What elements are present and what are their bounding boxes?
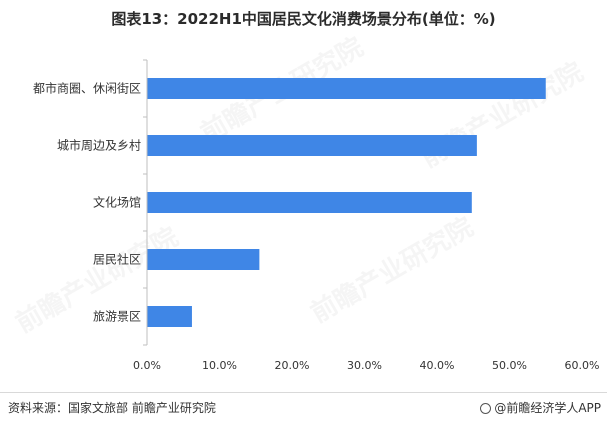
x-tick-label: 30.0%: [347, 359, 382, 372]
x-tick-label: 50.0%: [492, 359, 527, 372]
brand-text: @前瞻经济学人APP: [494, 401, 601, 415]
bar: [147, 135, 477, 156]
brand-label: @前瞻经济学人APP: [480, 399, 601, 416]
category-label: 都市商圈、休闲街区: [33, 81, 141, 96]
category-label: 旅游景区: [93, 310, 141, 324]
x-tick-label: 0.0%: [133, 359, 161, 372]
x-tick-label: 20.0%: [275, 359, 310, 372]
category-label: 文化场馆: [93, 195, 141, 210]
x-tick-label: 40.0%: [420, 359, 455, 372]
bar: [147, 78, 546, 99]
category-label: 居民社区: [93, 252, 141, 267]
source-note: 资料来源：国家文旅部 前瞻产业研究院: [8, 401, 216, 415]
x-tick-label: 60.0%: [565, 359, 600, 372]
brand-logo-icon: [480, 403, 492, 414]
bar: [147, 249, 260, 270]
chart-title: 图表13：2022H1中国居民文化消费场景分布(单位：%): [111, 10, 496, 28]
x-tick-label: 10.0%: [202, 359, 237, 372]
category-label: 城市周边及乡村: [57, 138, 141, 153]
bar: [147, 306, 192, 327]
footer: 资料来源：国家文旅部 前瞻产业研究院 @前瞻经济学人APP: [0, 392, 607, 429]
bar: [147, 192, 472, 213]
